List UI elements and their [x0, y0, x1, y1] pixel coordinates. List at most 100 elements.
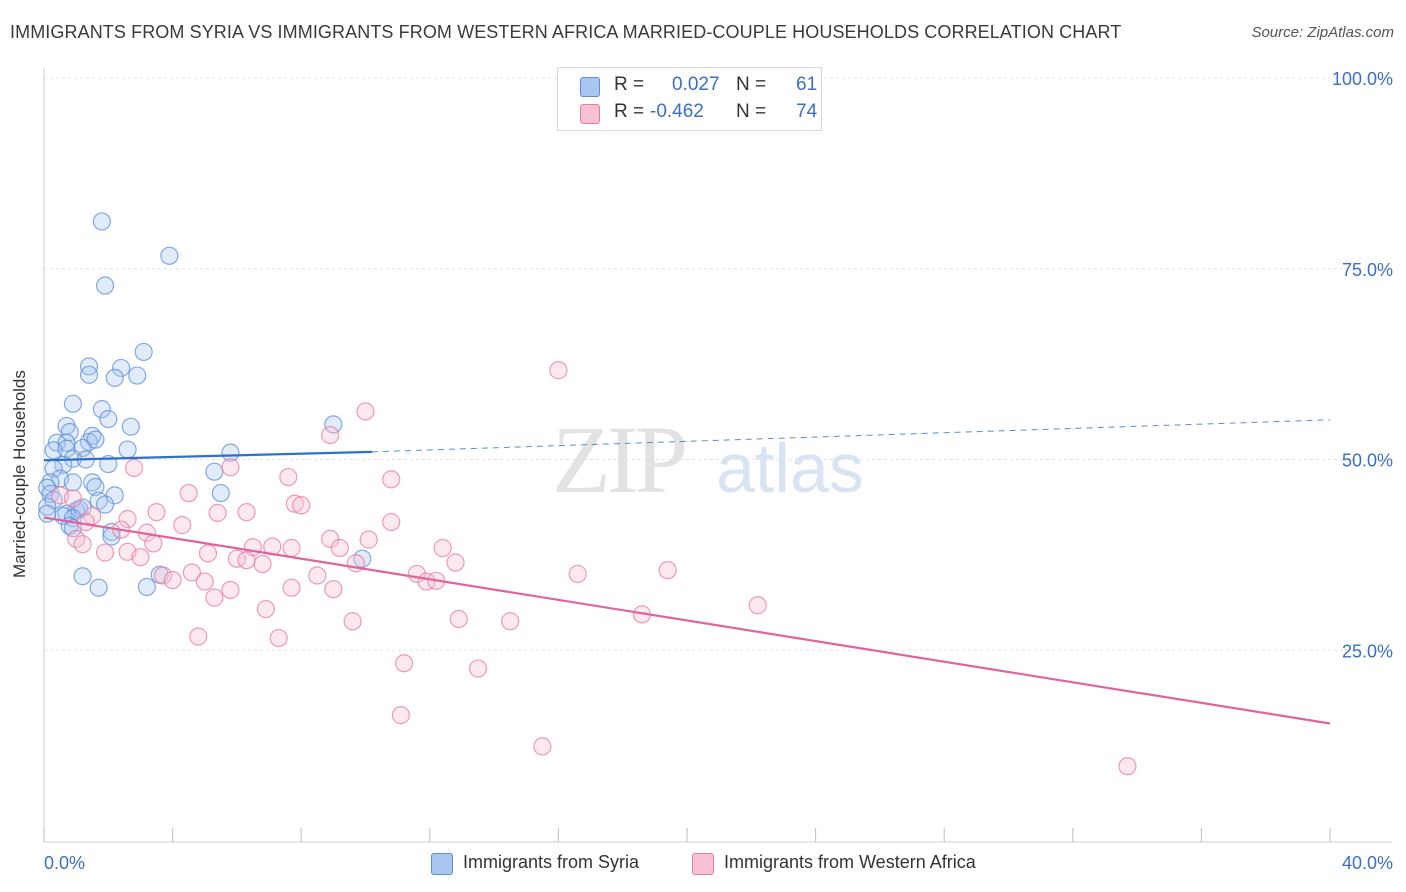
legend-n-label: N =	[736, 74, 767, 95]
wafrica-point	[282, 538, 301, 558]
syria-point	[118, 440, 137, 459]
syria-point	[121, 417, 140, 436]
wafrica-point	[147, 503, 166, 522]
y-tick-label: 75.0%	[1342, 260, 1393, 280]
tick-labels: 100.0% 75.0% 50.0% 25.0% 0.0% 40.0%	[44, 69, 1393, 873]
wafrica-point	[198, 544, 218, 563]
syria-point	[99, 409, 118, 429]
wafrica-point	[449, 609, 468, 629]
wafrica-point	[391, 706, 410, 725]
wafrica-point	[237, 503, 256, 522]
legend-r-value-wafrica: -0.462	[650, 101, 704, 122]
wafrica-point	[321, 529, 340, 548]
bottom-legend-swatch-wafrica	[692, 853, 714, 875]
syria-point	[211, 483, 230, 503]
wafrica-point	[95, 543, 115, 562]
wafrica-point	[253, 554, 272, 574]
watermark-atlas: atlas	[716, 429, 864, 507]
source-label: Source: ZipAtlas.com	[1251, 24, 1394, 41]
legend-swatch-syria	[580, 77, 600, 97]
wafrica-points	[50, 361, 1137, 776]
y-tick-label: 50.0%	[1342, 451, 1393, 471]
wafrica-point	[533, 737, 552, 756]
wafrica-point	[73, 535, 92, 554]
wafrica-point	[189, 627, 208, 646]
wafrica-point	[382, 470, 401, 489]
wafrica-point	[330, 538, 349, 558]
syria-point	[63, 394, 83, 413]
syria-point	[112, 358, 131, 378]
wafrica-point	[468, 659, 488, 678]
wafrica-point	[237, 551, 256, 570]
syria-trend-extension	[371, 419, 1331, 453]
syria-point	[221, 443, 240, 462]
wafrica-point	[308, 566, 327, 585]
y-tick-label: 100.0%	[1332, 69, 1393, 89]
syria-point	[89, 578, 108, 597]
wafrica-point	[292, 496, 311, 515]
wafrica-point	[285, 494, 304, 513]
legend-swatch-wafrica	[580, 104, 600, 124]
wafrica-point	[321, 425, 340, 445]
syria-point	[73, 567, 92, 586]
wafrica-point	[568, 564, 587, 584]
syria-point	[95, 495, 115, 514]
y-tick-label: 25.0%	[1342, 641, 1393, 661]
stats-legend: R = 0.027 N = 61 R = -0.462 N = 74	[557, 67, 822, 131]
wafrica-point	[658, 561, 677, 580]
wafrica-point	[63, 489, 83, 508]
wafrica-point	[394, 654, 414, 673]
wafrica-point	[173, 516, 192, 535]
syria-point	[160, 246, 179, 265]
wafrica-point	[118, 509, 137, 529]
x-tick-label: 40.0%	[1342, 853, 1393, 873]
wafrica-point	[124, 458, 144, 477]
wafrica-point	[208, 503, 227, 523]
wafrica-trend-line	[43, 516, 1331, 725]
wafrica-point	[269, 628, 288, 648]
wafrica-point	[748, 596, 767, 615]
syria-point	[205, 462, 224, 481]
wafrica-point	[433, 538, 452, 558]
wafrica-point	[153, 566, 173, 585]
wafrica-point	[549, 361, 568, 380]
watermark-zip: ZIP	[552, 406, 685, 513]
bottom-legend-label-wafrica: Immigrants from Western Africa	[724, 852, 976, 872]
legend-r-label: R =	[614, 74, 645, 95]
wafrica-point	[182, 563, 201, 582]
wafrica-point	[1118, 757, 1137, 776]
trend-lines	[43, 419, 1331, 725]
wafrica-point	[205, 588, 224, 607]
syria-point	[63, 473, 83, 492]
syria-point	[99, 454, 118, 474]
wafrica-point	[446, 553, 465, 572]
syria-point	[86, 430, 105, 449]
syria-point	[38, 497, 57, 516]
syria-point	[86, 477, 105, 497]
wafrica-point	[382, 512, 401, 532]
syria-point	[92, 212, 111, 231]
wafrica-point	[131, 548, 150, 567]
wafrica-point	[279, 467, 298, 487]
syria-trend-line	[43, 450, 372, 462]
legend-n-label: N =	[736, 101, 767, 122]
wafrica-point	[501, 612, 520, 631]
wafrica-point	[221, 458, 240, 477]
syria-point	[128, 366, 147, 385]
wafrica-point	[356, 402, 375, 421]
wafrica-point	[163, 570, 182, 590]
y-axis-label-wrap: Married-couple Households	[10, 370, 30, 578]
legend-n-value-wafrica: 74	[796, 101, 818, 122]
wafrica-point	[343, 612, 362, 631]
syria-point	[137, 577, 156, 597]
axes	[43, 68, 1392, 843]
syria-point	[79, 365, 99, 384]
syria-point	[105, 368, 124, 387]
legend-r-value-syria: 0.027	[672, 74, 720, 95]
syria-point	[324, 415, 343, 434]
syria-point	[95, 276, 115, 295]
legend-r-label: R =	[614, 101, 645, 122]
wafrica-point	[282, 578, 301, 597]
wafrica-point	[144, 534, 163, 553]
